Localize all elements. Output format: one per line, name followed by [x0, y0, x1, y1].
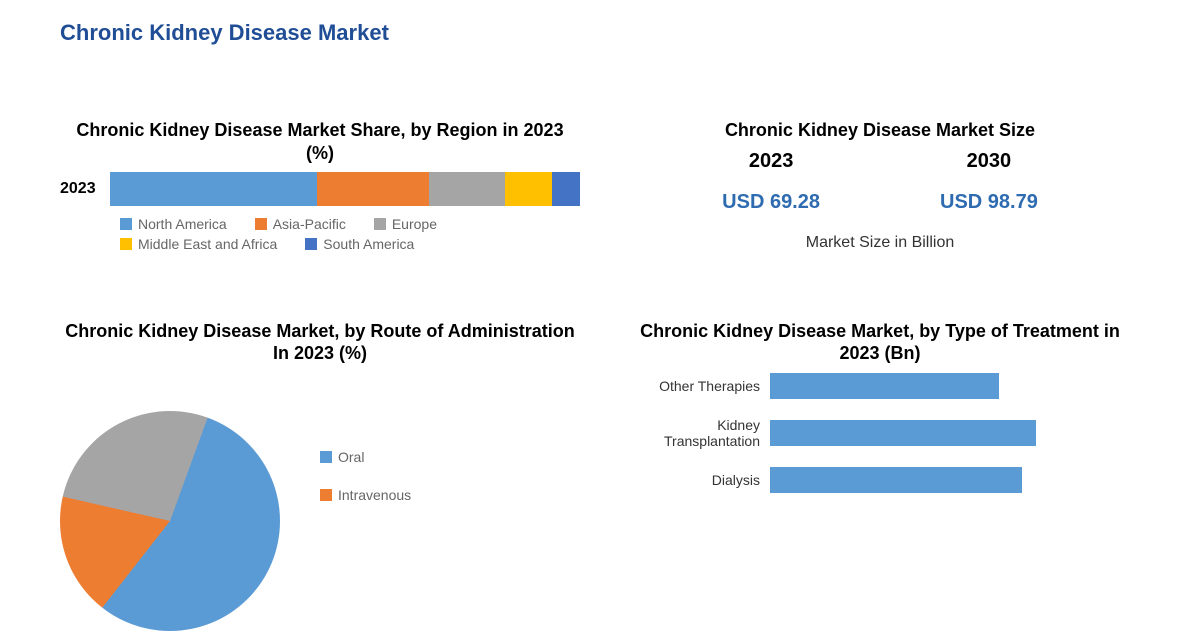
market-size-value: USD 69.28: [722, 191, 820, 214]
route-admin-legend: Oral Intravenous: [320, 449, 411, 503]
pie-body: Oral Intravenous: [60, 373, 580, 580]
page-title-text: Chronic Kidney Disease Market: [60, 20, 389, 45]
treatment-track: [770, 373, 1140, 399]
legend-item: Intravenous: [320, 487, 411, 503]
legend-item: Asia-Pacific: [255, 216, 346, 232]
treatment-title: Chronic Kidney Disease Market, by Type o…: [620, 320, 1140, 365]
route-admin-title: Chronic Kidney Disease Market, by Route …: [60, 320, 580, 365]
treatment-track: [770, 467, 1140, 493]
market-size-note: Market Size in Billion: [620, 234, 1140, 252]
legend-item: South America: [305, 236, 414, 252]
treatment-bar: [770, 373, 999, 399]
market-size-year: 2023: [722, 150, 820, 173]
market-size-panel: Chronic Kidney Disease Market Size 2023 U…: [620, 119, 1140, 309]
legend-label: Asia-Pacific: [273, 216, 346, 232]
treatment-label: Dialysis: [620, 472, 760, 488]
treatment-rows: Other Therapies Kidney Transplantation Dia…: [620, 373, 1140, 493]
legend-swatch: [120, 238, 132, 250]
treatment-bar: [770, 420, 1036, 446]
treatment-row: Other Therapies: [620, 373, 1140, 399]
dashboard-grid: Chronic Kidney Disease Market Chronic Ki…: [60, 20, 1140, 580]
legend-label: South America: [323, 236, 414, 252]
legend-swatch: [320, 451, 332, 463]
legend-label: Europe: [392, 216, 437, 232]
stacked-segment: [505, 172, 552, 206]
legend-label: Intravenous: [338, 487, 411, 503]
treatment-label: Other Therapies: [620, 378, 760, 394]
market-size-title: Chronic Kidney Disease Market Size: [620, 119, 1140, 142]
legend-item: Middle East and Africa: [120, 236, 277, 252]
stacked-year-label: 2023: [60, 180, 96, 198]
region-share-panel: Chronic Kidney Disease Market Share, by …: [60, 119, 580, 309]
legend-label: Middle East and Africa: [138, 236, 277, 252]
treatment-panel: Chronic Kidney Disease Market, by Type o…: [620, 320, 1140, 580]
treatment-row: Kidney Transplantation: [620, 417, 1140, 449]
stacked-segment: [110, 172, 317, 206]
treatment-track: [770, 420, 1140, 446]
pie-chart: [60, 411, 280, 631]
legend-item: Oral: [320, 449, 411, 465]
legend-item: Europe: [374, 216, 437, 232]
stacked-segment: [317, 172, 430, 206]
legend-swatch: [255, 218, 267, 230]
legend-swatch: [374, 218, 386, 230]
market-size-value: USD 98.79: [940, 191, 1038, 214]
route-admin-panel: Chronic Kidney Disease Market, by Route …: [60, 320, 580, 580]
market-size-column: 2030 USD 98.79: [940, 150, 1038, 214]
market-size-year: 2030: [940, 150, 1038, 173]
legend-swatch: [120, 218, 132, 230]
legend-swatch: [320, 489, 332, 501]
legend-swatch: [305, 238, 317, 250]
treatment-label: Kidney Transplantation: [620, 417, 760, 449]
legend-label: North America: [138, 216, 227, 232]
treatment-bar: [770, 467, 1022, 493]
legend-label: Oral: [338, 449, 364, 465]
market-size-columns: 2023 USD 69.28 2030 USD 98.79: [620, 150, 1140, 214]
stacked-segment: [552, 172, 580, 206]
region-legend: North America Asia-Pacific Europe Middle Ea…: [60, 216, 580, 252]
page-title: Chronic Kidney Disease Market: [60, 20, 1140, 103]
stacked-bar: [110, 172, 580, 206]
treatment-row: Dialysis: [620, 467, 1140, 493]
legend-item: North America: [120, 216, 227, 232]
stacked-segment: [429, 172, 504, 206]
stacked-bar-row: 2023: [60, 172, 580, 206]
region-share-title: Chronic Kidney Disease Market Share, by …: [60, 119, 580, 164]
market-size-column: 2023 USD 69.28: [722, 150, 820, 214]
